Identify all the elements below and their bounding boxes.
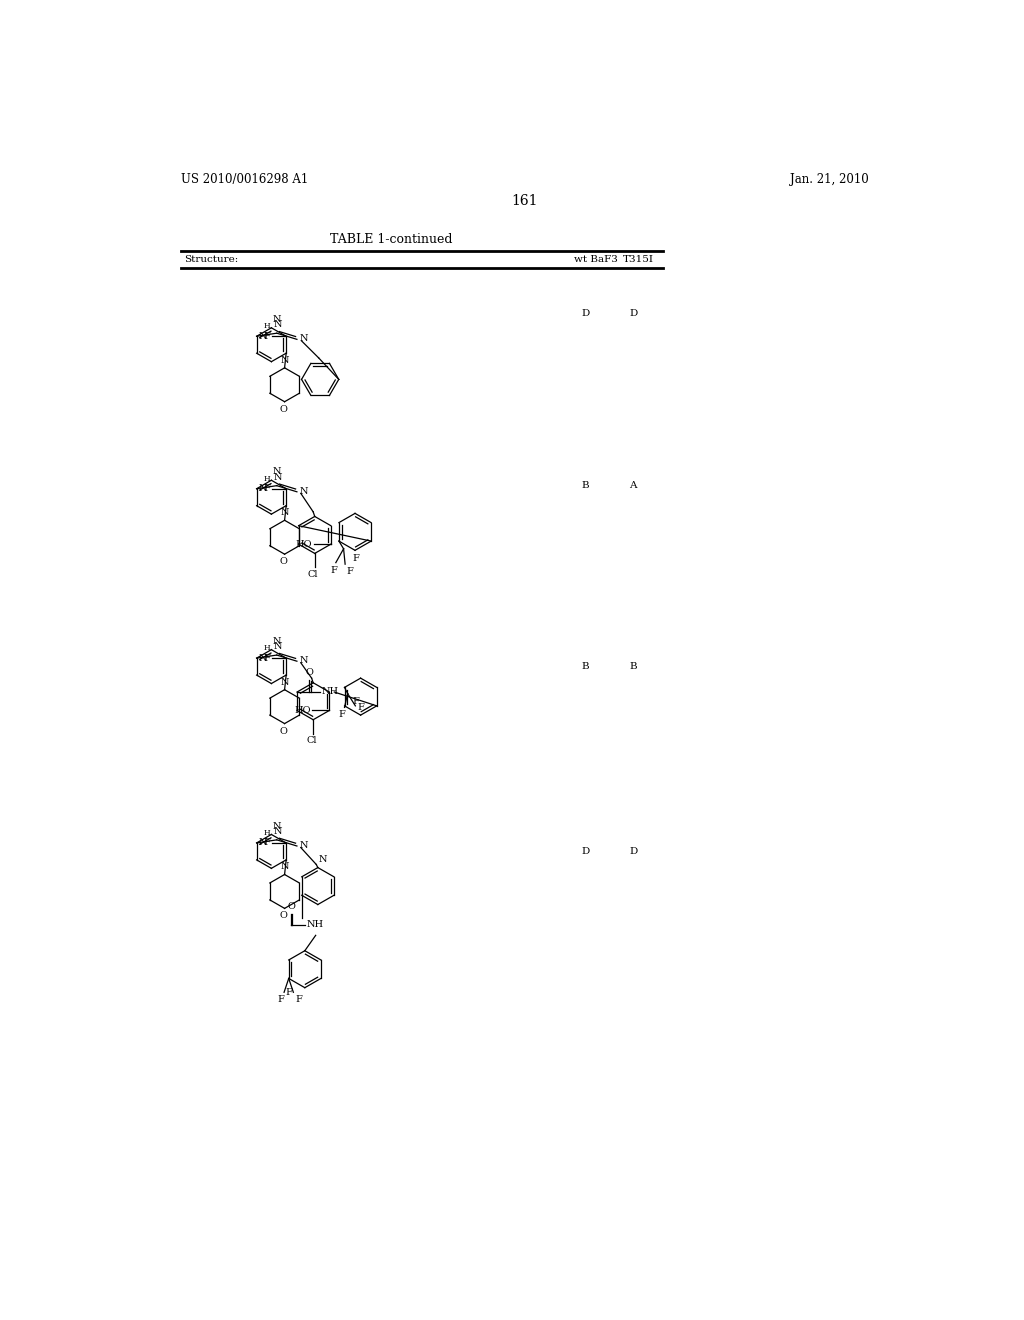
Text: F: F bbox=[357, 704, 365, 711]
Text: N: N bbox=[273, 321, 282, 330]
Text: N: N bbox=[273, 643, 282, 651]
Text: F: F bbox=[347, 566, 353, 576]
Text: F: F bbox=[296, 995, 302, 1005]
Text: Cl: Cl bbox=[306, 737, 316, 744]
Text: N: N bbox=[281, 677, 289, 686]
Text: TABLE 1-continued: TABLE 1-continued bbox=[331, 232, 453, 246]
Text: F: F bbox=[286, 987, 292, 997]
Text: N: N bbox=[299, 334, 308, 343]
Text: Cl: Cl bbox=[308, 570, 318, 578]
Text: A: A bbox=[630, 482, 637, 490]
Text: O: O bbox=[280, 726, 288, 735]
Text: F: F bbox=[352, 697, 359, 706]
Text: H: H bbox=[263, 322, 270, 330]
Text: N: N bbox=[281, 862, 289, 871]
Text: N: N bbox=[272, 467, 281, 477]
Text: F: F bbox=[264, 838, 270, 847]
Text: B: B bbox=[582, 482, 589, 490]
Text: H: H bbox=[263, 829, 270, 837]
Text: US 2010/0016298 A1: US 2010/0016298 A1 bbox=[180, 173, 308, 186]
Text: HO: HO bbox=[296, 540, 312, 549]
Text: F: F bbox=[330, 566, 337, 574]
Text: F: F bbox=[339, 710, 346, 719]
Text: N: N bbox=[281, 356, 289, 364]
Text: F: F bbox=[264, 653, 270, 663]
Text: N: N bbox=[299, 656, 308, 665]
Text: wt BaF3: wt BaF3 bbox=[574, 255, 618, 264]
Text: N: N bbox=[273, 473, 282, 482]
Text: 161: 161 bbox=[512, 194, 538, 207]
Text: N: N bbox=[318, 855, 327, 863]
Text: N: N bbox=[299, 841, 308, 850]
Text: B: B bbox=[630, 663, 637, 671]
Text: F: F bbox=[353, 553, 359, 562]
Text: O: O bbox=[280, 405, 288, 413]
Text: N: N bbox=[299, 487, 308, 495]
Text: H: H bbox=[263, 644, 270, 652]
Text: O: O bbox=[280, 557, 288, 566]
Text: F: F bbox=[278, 995, 285, 1005]
Text: O: O bbox=[288, 903, 296, 911]
Text: N: N bbox=[259, 653, 267, 663]
Text: N: N bbox=[273, 828, 282, 836]
Text: N: N bbox=[259, 838, 267, 847]
Text: F: F bbox=[264, 484, 270, 494]
Text: F: F bbox=[264, 331, 270, 341]
Text: HO: HO bbox=[294, 706, 310, 715]
Text: N: N bbox=[259, 331, 267, 341]
Text: N: N bbox=[272, 821, 281, 830]
Text: O: O bbox=[305, 668, 313, 677]
Text: T315I: T315I bbox=[623, 255, 653, 264]
Text: N: N bbox=[259, 484, 267, 494]
Text: N: N bbox=[272, 315, 281, 323]
Text: B: B bbox=[582, 663, 589, 671]
Text: N: N bbox=[281, 508, 289, 517]
Text: D: D bbox=[582, 847, 590, 855]
Text: D: D bbox=[629, 309, 637, 318]
Text: D: D bbox=[582, 309, 590, 318]
Text: Structure:: Structure: bbox=[183, 255, 238, 264]
Text: N: N bbox=[272, 636, 281, 645]
Text: H: H bbox=[263, 475, 270, 483]
Text: NH: NH bbox=[322, 686, 339, 696]
Text: O: O bbox=[280, 911, 288, 920]
Text: NH: NH bbox=[306, 920, 324, 929]
Text: D: D bbox=[629, 847, 637, 855]
Text: Jan. 21, 2010: Jan. 21, 2010 bbox=[791, 173, 869, 186]
